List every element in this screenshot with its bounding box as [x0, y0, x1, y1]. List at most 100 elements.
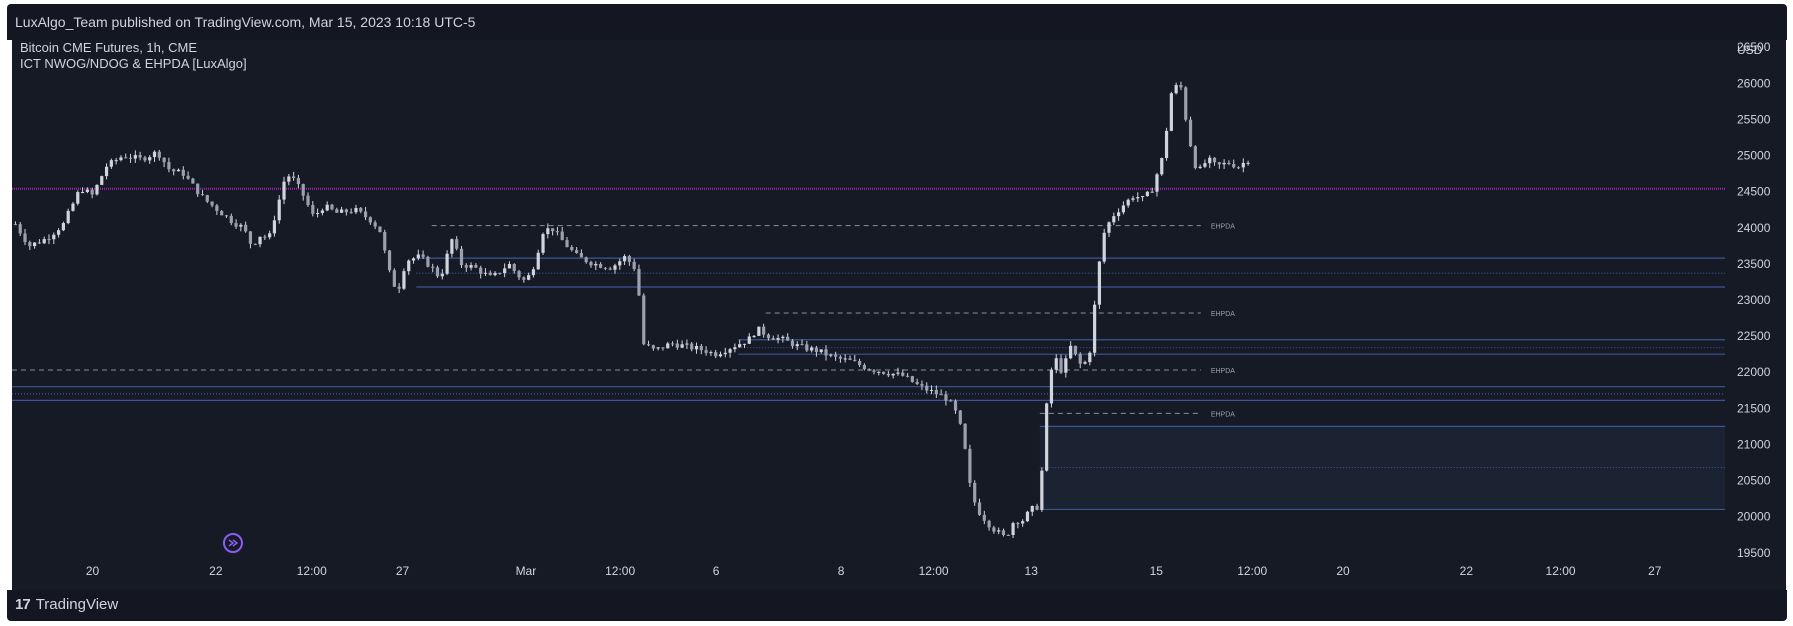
candle-body	[455, 239, 459, 249]
candle-body	[627, 256, 631, 262]
candle-body	[1016, 523, 1020, 525]
candle-body	[742, 343, 747, 345]
candle-body	[397, 286, 401, 289]
x-tick-label: 20	[1336, 564, 1350, 578]
candle-body	[728, 349, 732, 353]
candle-body	[680, 344, 684, 348]
candle-body	[172, 169, 176, 172]
tradingview-logo-icon: 17	[15, 596, 31, 613]
candle-body	[718, 354, 723, 357]
candle-body	[987, 520, 991, 528]
candle-body	[1184, 87, 1188, 120]
candle-body	[1212, 157, 1217, 163]
candle-body	[565, 240, 569, 248]
candle-body	[752, 335, 756, 337]
candle-body	[277, 199, 281, 221]
candle-body	[109, 160, 113, 167]
candle-body	[239, 224, 243, 227]
candle-body	[733, 347, 737, 350]
candle-body	[354, 207, 358, 213]
candle-body	[210, 201, 214, 206]
publish-info: LuxAlgo_Team published on TradingView.co…	[15, 14, 476, 30]
candle-body	[857, 360, 862, 366]
candle-body	[1188, 119, 1193, 147]
candle-body	[315, 212, 320, 214]
candle-body	[215, 205, 219, 211]
candle-body	[306, 195, 310, 206]
candle-body	[829, 354, 833, 356]
candle-body	[488, 272, 492, 276]
event-marker-arrows	[228, 539, 239, 547]
candle-body	[555, 231, 560, 233]
candle-body	[344, 209, 348, 213]
candle-body	[1059, 358, 1063, 373]
y-tick-label: 21000	[1737, 437, 1771, 451]
candle-body	[128, 157, 133, 159]
candle-body	[1217, 162, 1221, 165]
candle-body	[359, 207, 363, 212]
x-tick-label: 8	[838, 564, 845, 578]
x-tick-label: 6	[713, 564, 720, 578]
candle-body	[100, 176, 104, 185]
candle-body	[1198, 166, 1202, 169]
y-tick-label: 20500	[1737, 474, 1771, 488]
x-tick-label: 13	[1025, 564, 1039, 578]
candle-body	[138, 155, 142, 158]
candle-body	[1045, 403, 1049, 471]
candle-body	[268, 233, 272, 238]
indicator-legend[interactable]: ICT NWOG/NDOG & EHPDA [LuxAlgo]	[20, 56, 247, 71]
candle-body	[656, 347, 660, 349]
candle-body	[1001, 530, 1006, 535]
candle-body	[474, 265, 478, 268]
candle-body	[104, 166, 109, 177]
candle-body	[575, 250, 579, 254]
candle-body	[421, 254, 425, 257]
candle-body	[1164, 130, 1169, 159]
candle-body	[498, 272, 502, 274]
candle-body	[1107, 222, 1111, 233]
candle-body	[666, 343, 670, 349]
candle-body	[637, 268, 641, 296]
x-tick-label: 12:00	[605, 564, 635, 578]
tradingview-logo[interactable]: 17 TradingView	[15, 596, 118, 613]
x-tick-label: 20	[86, 564, 100, 578]
candle-body	[714, 352, 718, 357]
candle-body	[330, 204, 334, 210]
candle-body	[1241, 162, 1245, 168]
x-tick-label: 12:00	[919, 564, 949, 578]
candle-body	[1208, 157, 1212, 164]
candle-body	[416, 254, 420, 259]
candle-body	[1126, 199, 1130, 206]
currency-label[interactable]: USD	[1737, 43, 1763, 57]
candle-body	[411, 258, 416, 261]
candle-body	[479, 267, 483, 274]
candle-body	[771, 338, 775, 340]
candle-body	[915, 382, 919, 385]
candle-body	[469, 265, 473, 268]
candle-body	[80, 192, 85, 194]
y-tick-label: 24000	[1737, 221, 1771, 235]
candle-body	[867, 369, 871, 371]
candle-body	[167, 162, 171, 170]
candle-body	[507, 264, 512, 269]
candle-body	[685, 343, 689, 345]
candle-body	[320, 210, 324, 213]
candle-body	[1073, 345, 1078, 354]
candle-body	[186, 175, 190, 179]
candle-body	[66, 210, 70, 224]
price-axis[interactable]	[1725, 40, 1786, 590]
candle-body	[699, 345, 703, 351]
candle-body	[958, 410, 962, 424]
symbol-legend[interactable]: Bitcoin CME Futures, 1h, CME	[20, 40, 197, 55]
candle-body	[963, 423, 967, 449]
candle-body	[1011, 523, 1015, 536]
candle-body	[459, 248, 464, 266]
candle-body	[124, 157, 128, 159]
candle-body	[1203, 163, 1207, 167]
candle-body	[920, 384, 924, 386]
candle-body	[527, 275, 531, 280]
candle-body	[373, 222, 377, 227]
candle-body	[790, 340, 795, 347]
candle-body	[450, 239, 454, 254]
candle-body	[738, 344, 742, 348]
